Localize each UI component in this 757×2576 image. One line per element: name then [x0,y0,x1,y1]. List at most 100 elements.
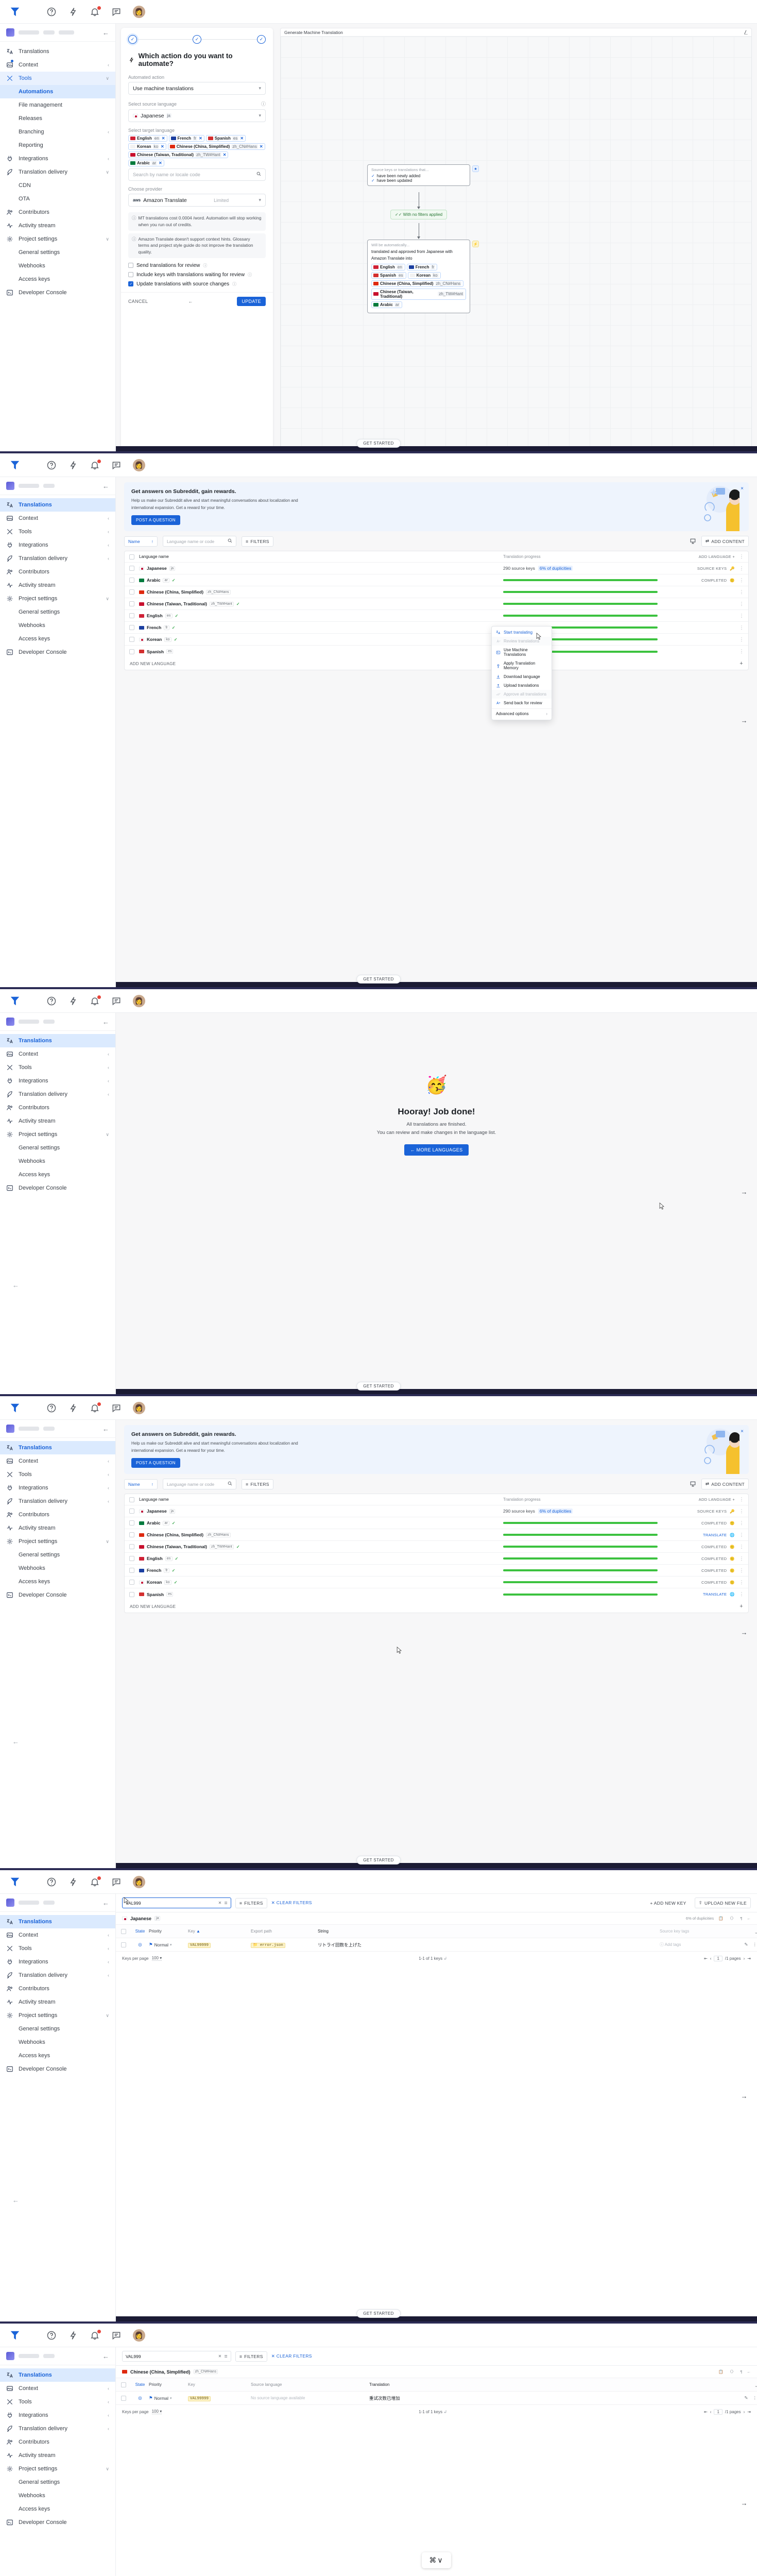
phrase-logo-icon[interactable] [7,4,23,20]
chevron-icon[interactable]: ∨ [106,169,109,175]
copy-icon[interactable]: 📋 [718,1916,724,1921]
duplicities-label[interactable]: 6% of duplicities [685,1916,714,1921]
language-chip-es[interactable]: Spanish es [371,272,406,279]
row-checkbox[interactable] [125,601,139,607]
collapse-sidebar-icon[interactable]: ← [102,2352,109,2360]
state-icon[interactable]: ◎ [138,2395,142,2400]
chevron-icon[interactable]: ∨ [106,2012,109,2018]
chevron-icon[interactable]: ‹ [108,1092,109,1097]
language-chip-zh_CN#Hans[interactable]: Chinese (China, Simplified) zh_CN#Hans ✕ [167,143,265,150]
phrase-logo-icon[interactable] [7,457,23,473]
last-page-button[interactable]: ⇥ [747,1956,751,1961]
sidebar-item-translations[interactable]: Translations [0,45,115,58]
sort-select[interactable]: Name ↑ [124,536,158,547]
sidebar-item-access-keys[interactable]: Access keys [0,632,115,646]
flow-action-node[interactable]: Will be automatically... translated and … [367,240,470,313]
row-kebab-icon[interactable]: ⋮ [739,565,744,571]
row-checkbox[interactable] [125,589,139,595]
sidebar-item-project-settings[interactable]: Project settings ∨ [0,1535,115,1548]
checkbox-box[interactable] [128,263,133,268]
sidebar-item-general-settings[interactable]: General settings [0,1141,115,1155]
chevron-icon[interactable]: ‹ [108,529,109,534]
sidebar-item-context[interactable]: Context ‹ [0,1454,115,1468]
bolt-icon[interactable] [68,460,78,470]
sidebar-item-translation-delivery[interactable]: Translation delivery ‹ [0,1969,115,1982]
help-circle-icon[interactable] [46,460,57,470]
sidebar-item-cdn[interactable]: CDN [0,179,115,192]
layout-icon[interactable] [690,538,696,545]
collapse-icon[interactable]: ← [747,2369,751,2374]
duplicities-link[interactable]: 6% of duplicities [538,566,573,571]
checkbox-box[interactable]: ✓ [128,281,133,287]
step-2[interactable]: ✓ [193,35,201,44]
first-page-button[interactable]: ⇤ [704,1956,708,1961]
select-all-checkbox[interactable] [125,1497,139,1502]
info-icon[interactable]: ⓘ [261,101,266,107]
table-row[interactable]: Spanish es ⋮ [125,646,748,657]
sidebar-item-webhooks[interactable]: Webhooks [0,2489,115,2502]
row-kebab-icon[interactable]: ⋮ [739,1508,744,1514]
add-content-button[interactable]: ⇄ ADD CONTENT [701,1479,749,1490]
provider-select[interactable]: aws Amazon Translate Limited ▾ [128,194,266,207]
chat-icon[interactable] [111,460,122,470]
row-kebab-icon[interactable]: ⋮ [739,1567,744,1573]
remove-chip-icon[interactable]: ✕ [159,161,162,165]
sidebar-item-developer-console[interactable]: Developer Console [0,1588,115,1602]
sidebar-item-access-keys[interactable]: Access keys [0,1168,115,1181]
chevron-icon[interactable]: ‹ [108,1933,109,1938]
chevron-icon[interactable]: ∨ [106,2466,109,2471]
bell-icon[interactable] [90,2329,101,2341]
select-all-checkbox[interactable] [116,2382,131,2387]
sidebar-item-activity-stream[interactable]: Activity stream [0,2449,115,2462]
priority-select[interactable]: ⚑ Normal ▾ [149,1942,172,1947]
menu-item-send-back-for-review[interactable]: Send back for review [492,699,552,707]
export-path-cell[interactable]: 📁 error.json [251,1942,318,1948]
row-kebab-icon[interactable]: ⋮ [739,601,744,606]
row-kebab-icon[interactable]: ⋮ [739,1544,744,1549]
table-row[interactable]: Chinese (Taiwan, Traditional) zh_TW#Hant ✓… [125,1541,748,1553]
row-checkbox[interactable] [125,1509,139,1514]
collapse-sidebar-icon[interactable]: ← [102,482,109,490]
keys-row[interactable]: ◎ ⚑ Normal ▾ VAL99999 📁 error.json リトライ回… [116,1938,757,1952]
get-started-pill[interactable]: GET STARTED [356,439,401,448]
sidebar-item-developer-console[interactable]: Developer Console [0,1181,115,1195]
sidebar-item-general-settings[interactable]: General settings [0,2022,115,2036]
menu-item-download-language[interactable]: Download language [492,672,552,681]
menu-item-advanced-options[interactable]: Advanced options › [492,708,552,718]
chevron-icon[interactable]: ‹ [108,1485,109,1490]
col-key[interactable]: Key [188,2382,195,2387]
filters-button[interactable]: ≡ FILTERS [242,536,273,547]
row-checkbox[interactable] [125,1556,139,1562]
sidebar-item-general-settings[interactable]: General settings [0,1548,115,1562]
row-kebab-icon[interactable]: ⋮ [739,649,744,654]
sidebar-item-tools[interactable]: Tools ‹ [0,1942,115,1955]
close-icon[interactable]: × [741,1429,744,1434]
chevron-icon[interactable]: ‹ [108,1946,109,1951]
trigger-icon[interactable]: ★ [472,165,479,172]
state-icon[interactable]: ◎ [138,1942,142,1947]
remove-chip-icon[interactable]: ✕ [161,136,165,141]
collapse-icon[interactable]: ← [747,1916,751,1921]
help-circle-icon[interactable] [46,1877,57,1887]
sidebar-item-contributors[interactable]: Contributors [0,1508,115,1521]
bolt-icon[interactable] [68,2330,78,2341]
sidebar-item-webhooks[interactable]: Webhooks [0,259,115,273]
sidebar-item-automations[interactable]: Automations [0,85,115,98]
menu-item-apply-translation-memory[interactable]: Apply Translation Memory [492,659,552,672]
table-row-source[interactable]: Japanese ja 290 source keys 6% of duplic… [125,563,748,575]
update-button[interactable]: UPDATE [237,296,266,306]
sidebar-item-translations[interactable]: Translations [0,1034,115,1047]
row-kebab-icon[interactable]: ⋮ [739,1555,744,1561]
filters-button[interactable]: ≡ FILTERS [235,2351,267,2362]
kebab-icon[interactable]: ⋮ [739,554,744,560]
row-kebab-icon[interactable]: ⋮ [739,613,744,618]
next-step-arrow[interactable]: → [741,716,748,724]
remove-chip-icon[interactable]: ✕ [161,144,164,149]
phrase-logo-icon[interactable] [7,2328,23,2343]
bell-icon[interactable] [90,1402,101,1413]
table-row[interactable]: Korean ko ✓ ⋮ [125,634,748,646]
sidebar-item-general-settings[interactable]: General settings [0,2476,115,2489]
bolt-icon[interactable] [68,1403,78,1413]
chevron-icon[interactable]: ∨ [106,1131,109,1137]
row-kebab-icon[interactable]: ⋮ [739,636,744,642]
